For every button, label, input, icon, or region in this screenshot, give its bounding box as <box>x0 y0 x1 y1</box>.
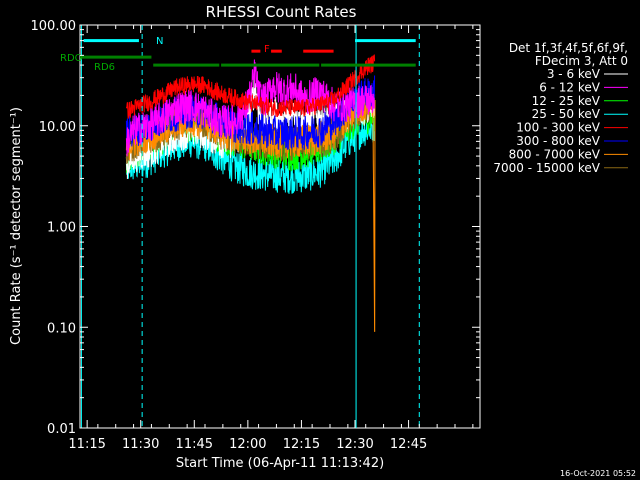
x-tick-label-11-45: 11:45 <box>176 437 213 452</box>
y-axis-label: Count Rate (s⁻¹ detector segment⁻¹) <box>9 107 24 345</box>
x-tick-label-12-30: 12:30 <box>336 437 373 452</box>
y-tick-label-1-00: 1.00 <box>47 221 76 236</box>
y-tick-label-10-00: 10.00 <box>39 120 76 135</box>
state-bar-f-3-1 <box>271 49 282 53</box>
x-tick-label-12-45: 12:45 <box>390 437 427 452</box>
state-label-rdo: RDO <box>60 53 83 64</box>
footer-timestamp: 16-Oct-2021 05:52 <box>560 469 636 478</box>
legend-header-line-1: Det 1f,3f,4f,5f,6f,9f, <box>509 41 628 55</box>
y-tick-label-0-01: 0.01 <box>47 422 76 437</box>
x-axis-label: Start Time (06-Apr-11 11:13:42) <box>176 456 384 471</box>
state-label-rd6: RD6 <box>94 62 115 73</box>
legend-label-3-6-kev: 3 - 6 keV <box>547 67 601 81</box>
state-label-n: N <box>156 36 163 47</box>
legend-label-25-50-kev: 25 - 50 keV <box>532 107 601 121</box>
legend-label-100-300-kev: 100 - 300 keV <box>516 121 600 135</box>
legend-label-6-12-kev: 6 - 12 keV <box>539 80 601 94</box>
legend: Det 1f,3f,4f,5f,6f,9f, FDecim 3, Att 0 3… <box>493 41 628 175</box>
legend-label-7000-15000-kev: 7000 - 15000 keV <box>493 161 600 175</box>
legend-label-12-25-kev: 12 - 25 keV <box>532 94 601 108</box>
series-line-25-50-kev <box>125 111 376 194</box>
chart-title: RHESSI Count Rates <box>206 3 357 21</box>
legend-header-line-2: FDecim 3, Att 0 <box>535 54 628 68</box>
y-tick-label-100-00: 100.00 <box>31 19 77 34</box>
state-bar-n-0-0 <box>83 39 139 43</box>
state-bar-f-3-2 <box>303 49 334 53</box>
legend-label-300-800-kev: 300 - 800 keV <box>516 134 600 148</box>
state-bar-rd-2-2 <box>321 63 416 67</box>
state-bar-rd-1-0 <box>80 55 152 59</box>
state-bar-f-3-0 <box>251 49 261 53</box>
legend-label-800-7000-kev: 800 - 7000 keV <box>509 147 601 161</box>
series-line-100-300-kev <box>125 54 376 119</box>
state-label-f: F <box>264 44 270 55</box>
x-tick-label-11-15: 11:15 <box>68 437 105 452</box>
state-bar-rd-2-1 <box>221 63 320 67</box>
state-bar-rd-2-0 <box>153 63 220 67</box>
x-tick-label-12-00: 12:00 <box>229 437 266 452</box>
x-tick-label-12-15: 12:15 <box>283 437 320 452</box>
state-bar-n-0-1 <box>355 39 416 43</box>
x-tick-label-11-30: 11:30 <box>122 437 159 452</box>
y-tick-label-0-10: 0.10 <box>47 321 76 336</box>
